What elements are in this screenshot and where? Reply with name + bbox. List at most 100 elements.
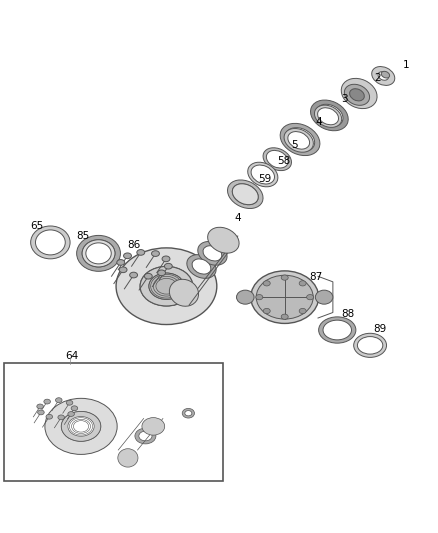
Ellipse shape: [350, 88, 364, 101]
Ellipse shape: [232, 184, 258, 205]
Ellipse shape: [311, 100, 348, 131]
Ellipse shape: [381, 71, 390, 78]
Ellipse shape: [118, 449, 138, 467]
Ellipse shape: [46, 414, 53, 419]
Ellipse shape: [187, 255, 216, 278]
Ellipse shape: [152, 251, 159, 256]
Ellipse shape: [209, 228, 238, 252]
Ellipse shape: [82, 240, 115, 267]
Bar: [4, 363, 223, 481]
Ellipse shape: [354, 333, 387, 358]
Text: 89: 89: [374, 324, 387, 334]
Ellipse shape: [307, 295, 314, 300]
Ellipse shape: [256, 295, 263, 300]
Ellipse shape: [158, 270, 166, 276]
Ellipse shape: [232, 184, 258, 205]
Ellipse shape: [143, 418, 164, 434]
Text: 3: 3: [342, 94, 348, 104]
Ellipse shape: [281, 314, 288, 319]
Text: 4: 4: [234, 213, 241, 223]
Ellipse shape: [263, 309, 270, 313]
Ellipse shape: [227, 180, 263, 208]
Ellipse shape: [208, 227, 239, 253]
Ellipse shape: [357, 336, 383, 354]
Ellipse shape: [263, 148, 291, 171]
Ellipse shape: [124, 253, 131, 259]
Ellipse shape: [314, 105, 342, 127]
Ellipse shape: [286, 127, 314, 151]
Ellipse shape: [185, 410, 192, 416]
Ellipse shape: [280, 123, 320, 156]
Ellipse shape: [251, 165, 275, 184]
Ellipse shape: [77, 236, 120, 271]
Text: 64: 64: [66, 351, 79, 361]
Ellipse shape: [61, 411, 101, 441]
Ellipse shape: [140, 266, 193, 306]
Ellipse shape: [58, 415, 64, 420]
Ellipse shape: [137, 249, 145, 255]
Ellipse shape: [203, 246, 222, 261]
Ellipse shape: [316, 104, 343, 126]
Ellipse shape: [117, 260, 125, 265]
Ellipse shape: [38, 410, 44, 415]
Ellipse shape: [248, 162, 278, 187]
Ellipse shape: [182, 408, 194, 418]
Text: 87: 87: [309, 272, 322, 282]
Ellipse shape: [162, 256, 170, 262]
Ellipse shape: [318, 317, 356, 343]
Text: 4: 4: [315, 117, 322, 127]
Ellipse shape: [251, 271, 318, 324]
Ellipse shape: [372, 67, 395, 85]
Ellipse shape: [31, 226, 70, 259]
Ellipse shape: [237, 290, 254, 304]
Ellipse shape: [341, 78, 377, 109]
Text: 85: 85: [77, 231, 90, 241]
Ellipse shape: [130, 272, 138, 278]
Text: 5: 5: [291, 140, 298, 150]
Ellipse shape: [315, 290, 333, 304]
Text: 86: 86: [127, 240, 140, 251]
Ellipse shape: [288, 132, 310, 149]
Ellipse shape: [149, 273, 184, 300]
Ellipse shape: [139, 431, 152, 441]
Ellipse shape: [214, 232, 233, 248]
Ellipse shape: [37, 404, 43, 409]
Ellipse shape: [164, 263, 172, 269]
Ellipse shape: [35, 230, 65, 255]
Text: 2: 2: [374, 73, 381, 83]
Ellipse shape: [140, 266, 193, 306]
Ellipse shape: [116, 248, 217, 325]
Ellipse shape: [145, 273, 152, 279]
Ellipse shape: [66, 400, 73, 405]
Text: 59: 59: [258, 174, 272, 184]
Text: 58: 58: [277, 156, 290, 166]
Ellipse shape: [281, 275, 288, 280]
Ellipse shape: [318, 108, 339, 125]
Ellipse shape: [256, 275, 313, 319]
Ellipse shape: [142, 418, 165, 435]
Ellipse shape: [198, 241, 227, 265]
Ellipse shape: [266, 150, 288, 168]
Ellipse shape: [68, 411, 74, 416]
Ellipse shape: [68, 416, 94, 436]
Ellipse shape: [284, 128, 313, 152]
Text: 65: 65: [30, 221, 43, 231]
Ellipse shape: [299, 309, 306, 313]
Ellipse shape: [323, 320, 351, 340]
Ellipse shape: [61, 411, 101, 441]
Ellipse shape: [119, 267, 127, 272]
Ellipse shape: [82, 240, 115, 267]
Ellipse shape: [71, 406, 78, 410]
Ellipse shape: [56, 398, 62, 402]
Ellipse shape: [135, 428, 156, 444]
Ellipse shape: [263, 281, 270, 286]
Ellipse shape: [170, 279, 198, 306]
Ellipse shape: [86, 243, 111, 264]
Ellipse shape: [44, 399, 50, 404]
Ellipse shape: [149, 273, 184, 300]
Text: 88: 88: [341, 309, 354, 319]
Text: 1: 1: [403, 60, 410, 70]
Ellipse shape: [45, 398, 117, 455]
Ellipse shape: [299, 281, 306, 286]
Ellipse shape: [147, 422, 160, 431]
